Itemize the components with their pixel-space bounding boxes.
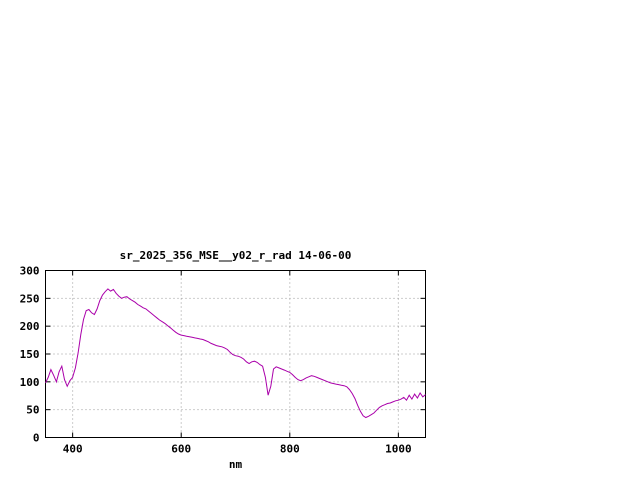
y-tick-label: 250 xyxy=(20,292,40,305)
plot-title: sr_2025_356_MSE__y02_r_rad 14-06-00 xyxy=(119,249,352,262)
y-tick-label: 0 xyxy=(33,432,40,445)
x-tick-label: 1000 xyxy=(385,443,412,456)
y-tick-label: 50 xyxy=(26,404,39,417)
x-tick-label: 400 xyxy=(63,443,83,456)
y-tick-label: 200 xyxy=(20,320,40,333)
x-axis-label: nm xyxy=(228,458,243,471)
spectrum-line xyxy=(45,288,426,419)
x-tick-label: 800 xyxy=(280,443,300,456)
x-tick-label: 600 xyxy=(171,443,191,456)
y-tick-label: 100 xyxy=(20,376,40,389)
y-tick-label: 150 xyxy=(20,348,40,361)
y-tick-label: 300 xyxy=(20,265,40,278)
